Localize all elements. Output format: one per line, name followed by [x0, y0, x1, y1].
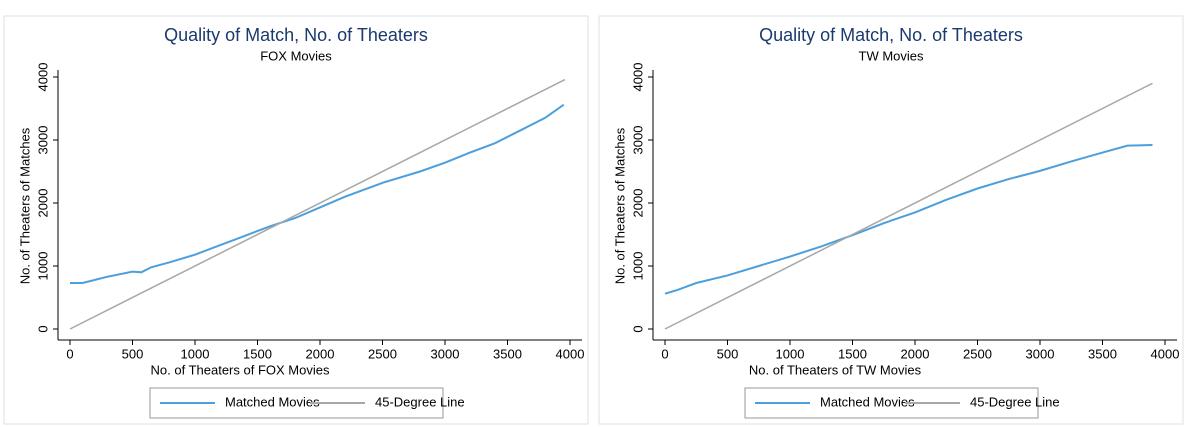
y-tick-label: 3000: [35, 126, 50, 155]
x-tick-label: 2000: [306, 346, 335, 361]
x-tick-label: 500: [122, 346, 144, 361]
x-tick-label: 4000: [556, 346, 585, 361]
legend-label: Matched Movies: [820, 394, 915, 409]
x-tick-label: 1000: [181, 346, 210, 361]
y-axis-label: No. of Theaters of Matches: [17, 127, 32, 284]
series-line: [664, 144, 1153, 295]
x-tick-label: 2500: [963, 346, 992, 361]
legend-label: 45-Degree Line: [970, 394, 1060, 409]
series-line: [70, 103, 565, 285]
y-axis-label: No. of Theaters of Matches: [612, 127, 627, 284]
y-tick-label: 4000: [630, 63, 645, 92]
chart-subtitle: TW Movies: [859, 48, 925, 63]
chart-title: Quality of Match, No. of Theaters: [164, 25, 428, 45]
x-tick-label: 3500: [1088, 346, 1117, 361]
x-tick-label: 0: [66, 346, 73, 361]
x-axis-label: No. of Theaters of TW Movies: [749, 362, 922, 377]
x-tick-label: 3000: [1026, 346, 1055, 361]
y-tick-label: 1000: [35, 252, 50, 281]
x-tick-label: 1500: [243, 346, 272, 361]
legend-label: 45-Degree Line: [375, 394, 465, 409]
x-tick-label: 4000: [1151, 346, 1180, 361]
y-tick-label: 4000: [35, 63, 50, 92]
chart-panel: Quality of Match, No. of Theaters TW Movi…: [598, 15, 1184, 425]
y-tick-label: 3000: [630, 126, 645, 155]
chart-subtitle: FOX Movies: [260, 48, 332, 63]
x-axis-label: No. of Theaters of FOX Movies: [151, 362, 330, 377]
x-tick-label: 2500: [368, 346, 397, 361]
chart-panel: Quality of Match, No. of Theaters FOX Mov…: [3, 15, 589, 425]
y-tick-label: 2000: [35, 189, 50, 218]
y-tick-label: 1000: [630, 252, 645, 281]
x-tick-label: 0: [661, 346, 668, 361]
x-tick-label: 2000: [901, 346, 930, 361]
x-tick-label: 3500: [493, 346, 522, 361]
x-tick-label: 1000: [776, 346, 805, 361]
x-tick-label: 1500: [838, 346, 867, 361]
y-tick-label: 0: [35, 325, 50, 332]
x-tick-label: 500: [717, 346, 739, 361]
panel-frame: [3, 15, 589, 425]
chart-title: Quality of Match, No. of Theaters: [759, 25, 1023, 45]
series-line: [69, 78, 566, 330]
y-tick-label: 0: [630, 325, 645, 332]
x-tick-label: 3000: [431, 346, 460, 361]
y-tick-label: 2000: [630, 189, 645, 218]
legend-label: Matched Movies: [225, 394, 320, 409]
series-line: [664, 82, 1153, 330]
